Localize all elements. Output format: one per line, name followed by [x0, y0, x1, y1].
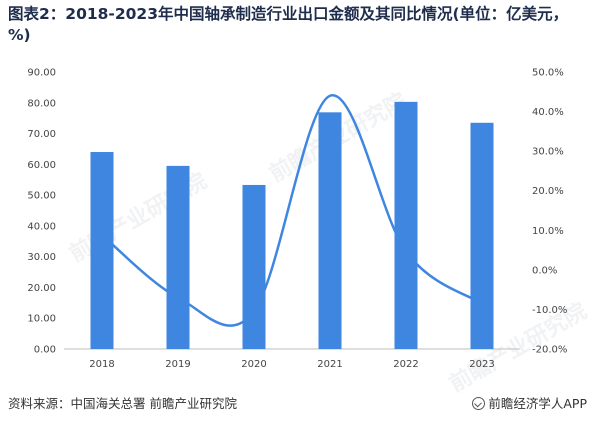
y-right-tick-label: -10.0%	[532, 305, 567, 316]
x-tick-label: 2023	[469, 359, 494, 370]
source-note: 资料来源：中国海关总署 前瞻产业研究院	[8, 396, 237, 411]
bar-2022	[394, 101, 418, 349]
y-right-tick-label: 30.0%	[532, 147, 564, 158]
y-right-tick-label: 50.0%	[532, 68, 564, 79]
y-left-tick-label: 10.00	[27, 314, 56, 325]
y-right-tick-label: 10.0%	[532, 226, 564, 237]
y-left-tick-label: 70.00	[27, 129, 56, 140]
brand-note: 前瞻经济学人APP	[472, 393, 587, 412]
y-left-tick-label: 60.00	[27, 160, 56, 171]
y-left-tick-label: 40.00	[27, 221, 56, 232]
x-tick-label: 2021	[317, 359, 342, 370]
growth-rate-line	[101, 94, 483, 327]
y-right-tick-label: 0.0%	[532, 265, 557, 276]
brand-icon	[472, 397, 486, 410]
brand-label: 前瞻经济学人APP	[488, 396, 587, 411]
bar-2018	[90, 152, 114, 349]
chart-title: 图表2：2018-2023年中国轴承制造行业出口金额及其同比情况(单位：亿美元，…	[8, 5, 569, 44]
y-right-tick-label: 40.0%	[532, 107, 564, 118]
y-left-tick-label: 50.00	[27, 191, 56, 202]
y-left-tick-label: 30.00	[27, 252, 56, 263]
x-tick-label: 2018	[89, 359, 114, 370]
y-right-tick-label: 20.0%	[532, 186, 564, 197]
x-tick-label: 2022	[393, 359, 418, 370]
y-right-tick-label: -20.0%	[532, 345, 567, 356]
bar-2023	[470, 122, 494, 350]
y-left-tick-label: 0.00	[34, 345, 56, 356]
bar-2019	[166, 165, 190, 349]
y-left-tick-label: 90.00	[27, 68, 56, 79]
bar-2021	[318, 112, 342, 350]
bar-2020	[242, 184, 266, 349]
x-tick-label: 2019	[165, 359, 190, 370]
y-left-tick-label: 80.00	[27, 98, 56, 109]
y-left-tick-label: 20.00	[27, 283, 56, 294]
x-tick-label: 2020	[241, 359, 266, 370]
